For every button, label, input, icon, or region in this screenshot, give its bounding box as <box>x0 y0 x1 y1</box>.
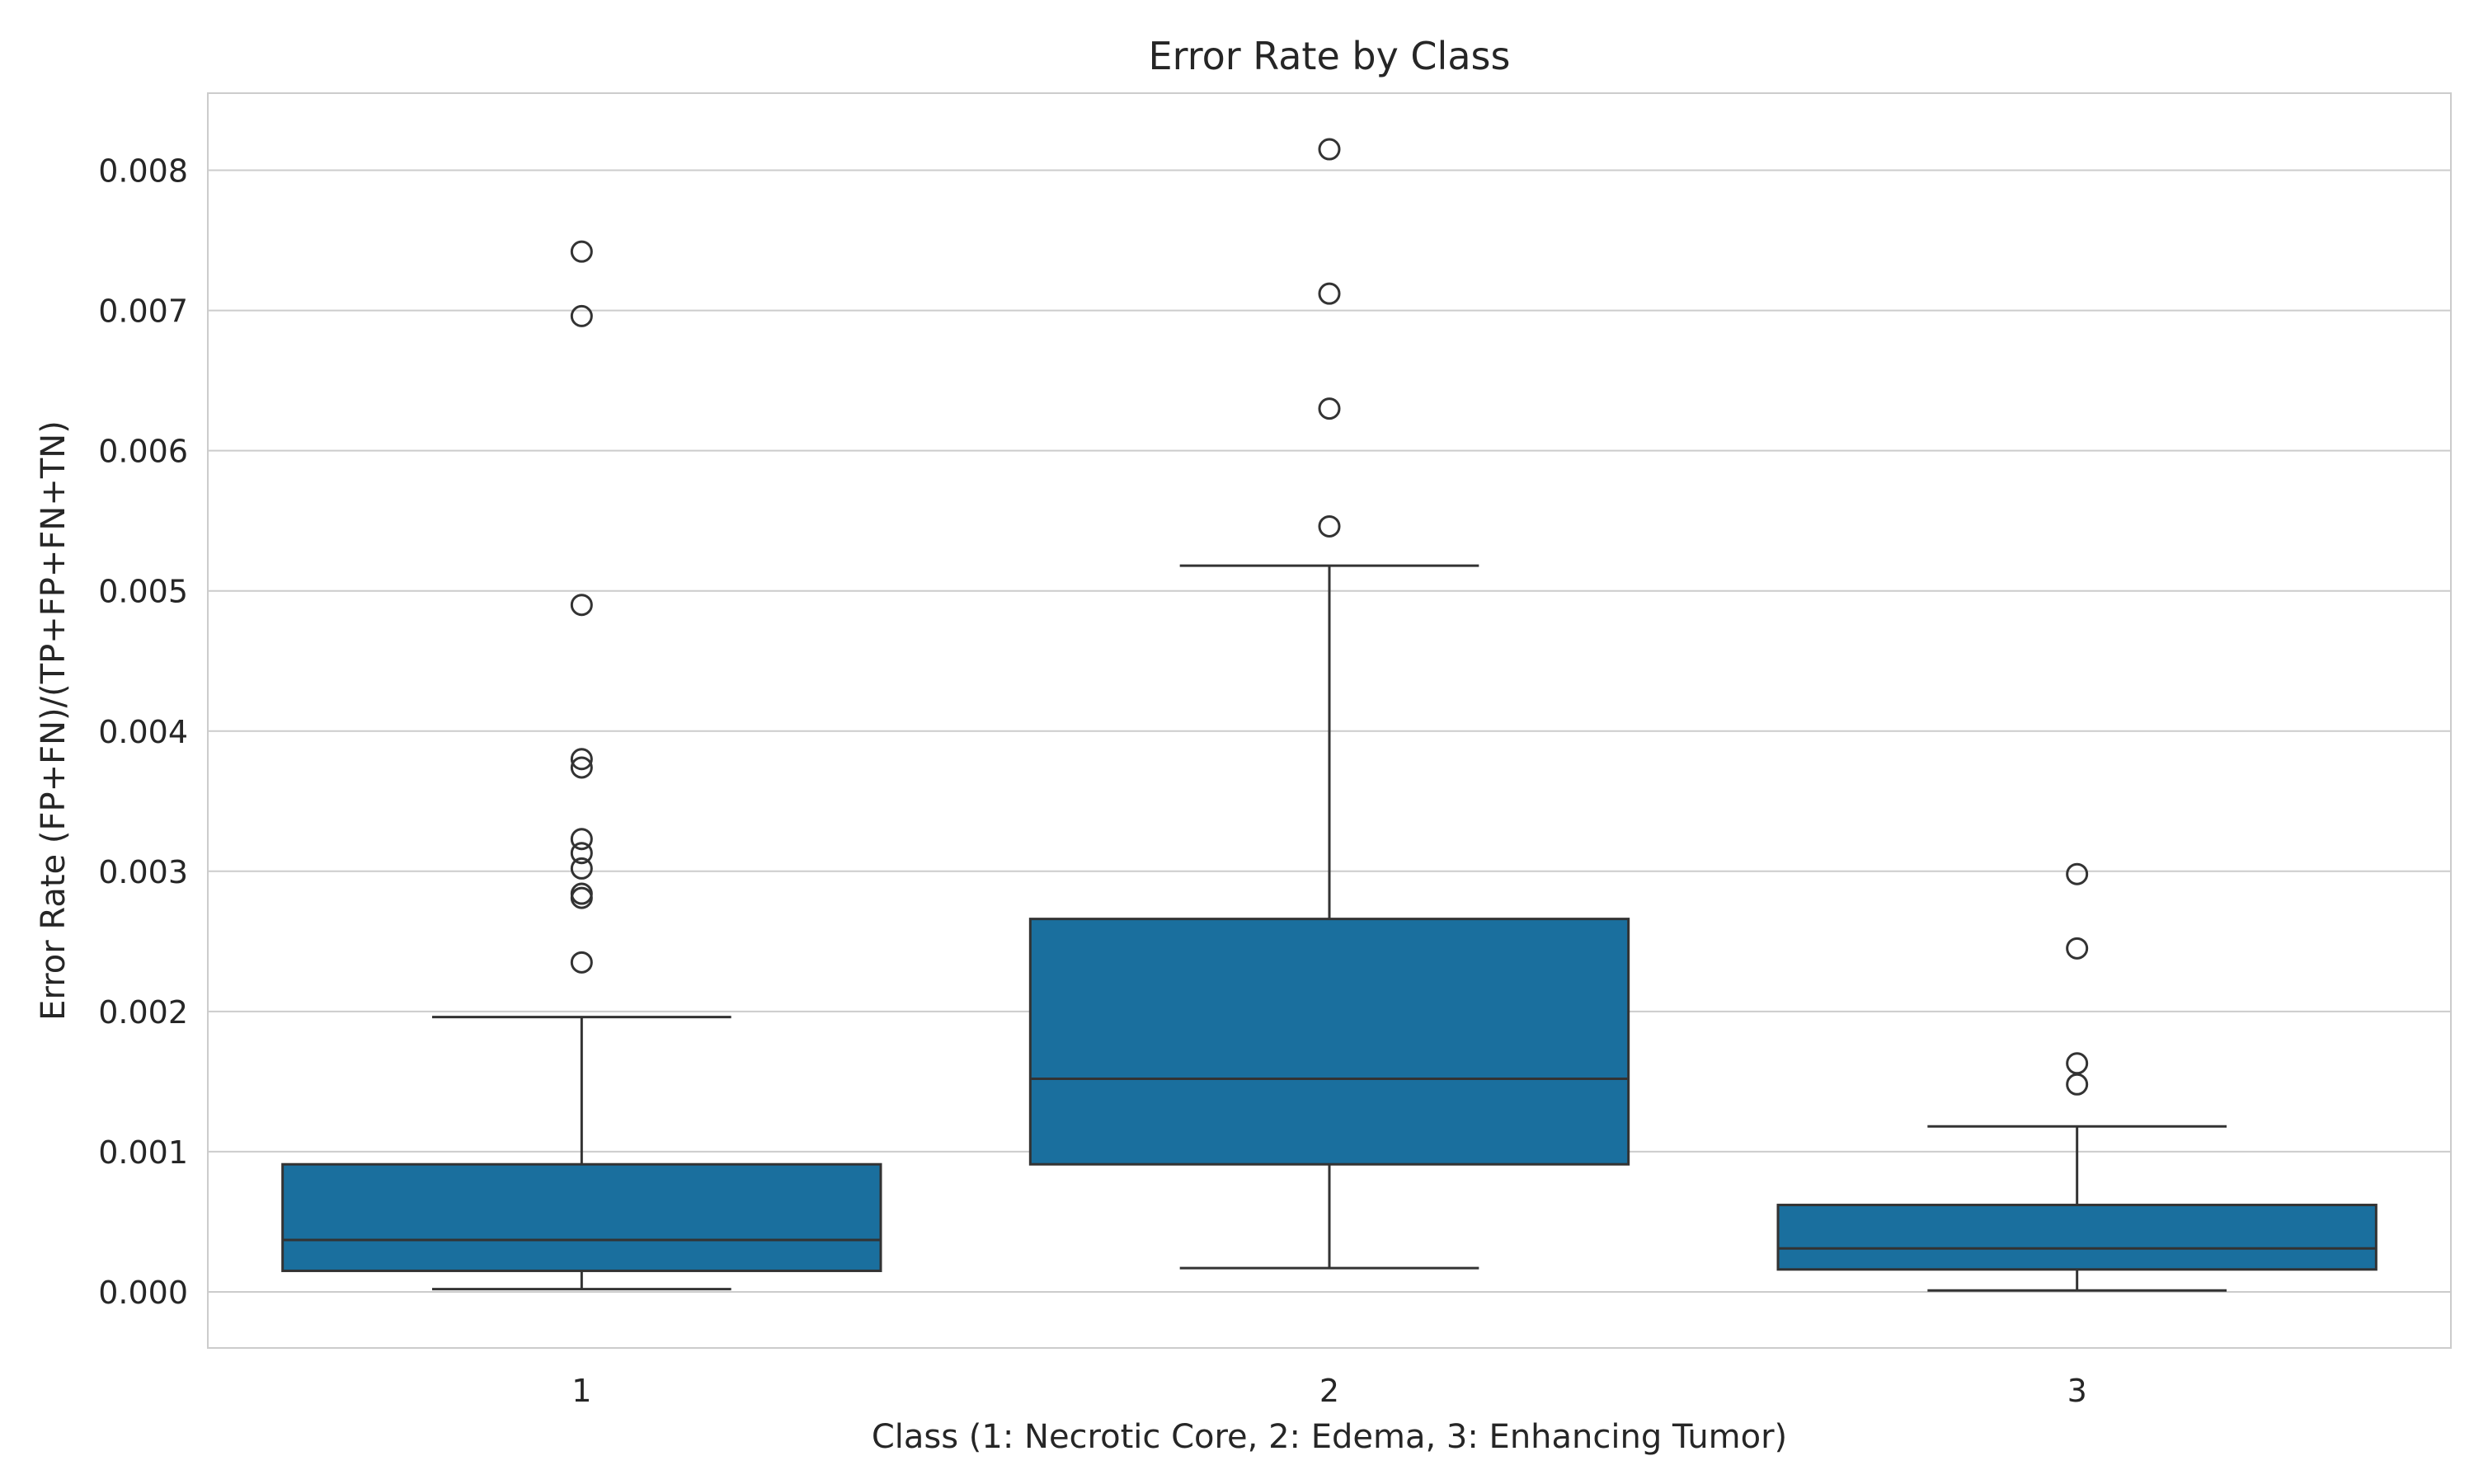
outlier-point <box>570 594 593 617</box>
iqr-box <box>281 1162 882 1272</box>
outlier-point <box>570 951 593 974</box>
box-group-class-3 <box>1776 862 2378 1292</box>
iqr-box <box>1776 1204 2378 1271</box>
x-tick-label: 2 <box>1319 1373 1339 1409</box>
x-axis-label: Class (1: Necrotic Core, 2: Edema, 3: En… <box>872 1418 1787 1456</box>
y-axis-label: Error Rate (FP+FN)/(TP+FP+FN+TN) <box>35 420 73 1021</box>
boxes <box>281 138 2378 1292</box>
outlier-point <box>570 304 593 327</box>
box-group-class-1 <box>281 240 882 1291</box>
outlier-point <box>570 886 593 909</box>
y-tick-label: 0.006 <box>98 434 188 470</box>
y-tick-label: 0.000 <box>98 1275 188 1311</box>
outlier-point <box>2066 1073 2089 1096</box>
y-tick-label: 0.008 <box>98 153 188 190</box>
outlier-point <box>570 842 593 865</box>
outlier-point <box>2066 862 2089 885</box>
y-tick-label: 0.003 <box>98 854 188 890</box>
y-tick-label: 0.005 <box>98 574 188 610</box>
outlier-point <box>2066 937 2089 960</box>
outlier-point <box>570 857 593 880</box>
y-tick-label: 0.007 <box>98 294 188 330</box>
y-tick-label: 0.004 <box>98 714 188 750</box>
outlier-point <box>1318 138 1341 161</box>
box-group-class-2 <box>1028 138 1630 1270</box>
outlier-point <box>1318 282 1341 305</box>
iqr-box <box>1028 918 1630 1166</box>
outlier-point <box>570 828 593 851</box>
outlier-point <box>570 748 593 771</box>
chart-title: Error Rate by Class <box>1149 34 1511 78</box>
outlier-point <box>570 756 593 779</box>
tick-labels: 0.000 0.001 0.002 0.003 0.004 0.005 0.006 0.007… <box>98 153 2087 1409</box>
outlier-point <box>570 240 593 263</box>
x-tick-label: 1 <box>571 1373 591 1409</box>
x-tick-label: 3 <box>2067 1373 2087 1409</box>
y-tick-label: 0.001 <box>98 1134 188 1171</box>
y-tick-label: 0.002 <box>98 994 188 1031</box>
plot-area-frame <box>207 92 2452 1349</box>
outlier-point <box>2066 1052 2089 1075</box>
outlier-point <box>1318 397 1341 420</box>
outlier-point <box>1318 514 1341 538</box>
